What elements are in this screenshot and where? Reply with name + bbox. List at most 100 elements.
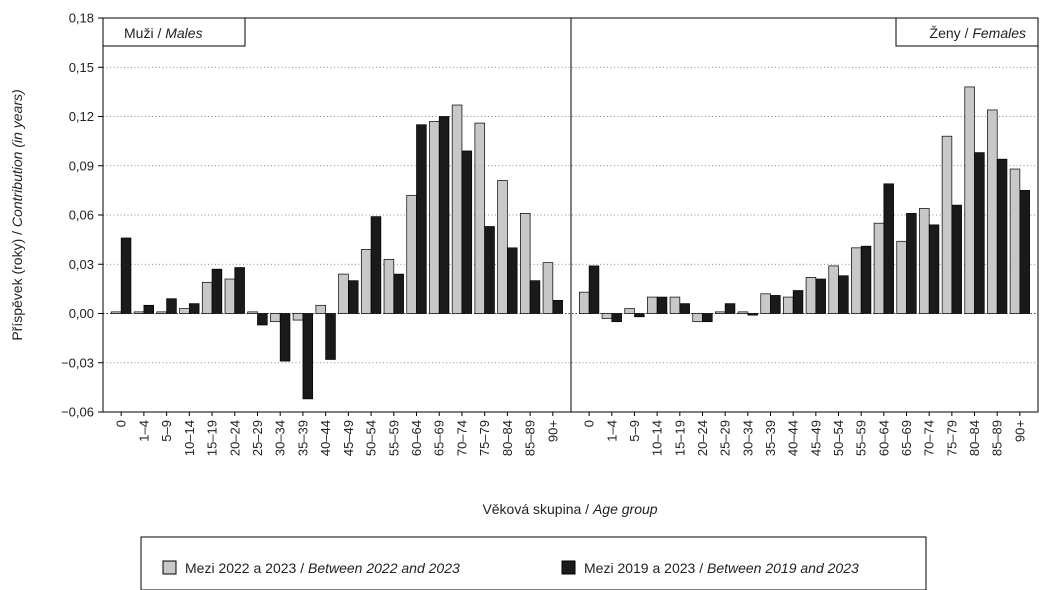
females-bar-2022-2023: [692, 313, 703, 323]
y-tick-label: 0,00: [69, 306, 94, 321]
females-bar-2019-2023: [679, 303, 690, 314]
x-tick-label: 30–34: [740, 420, 755, 456]
x-tick-label: 90+: [1012, 420, 1027, 442]
females-bar-2022-2023: [760, 293, 771, 314]
males-bar-2019-2023: [257, 313, 268, 326]
y-tick-label: 0,03: [69, 257, 94, 272]
svg-text:Ženy / Females: Ženy / Females: [930, 25, 1026, 41]
legend-swatch-2022: [162, 560, 177, 575]
x-tick-label: 85–89: [523, 420, 538, 456]
males-bar-2019-2023: [279, 313, 291, 362]
legend-label-2019: Mezi 2019 a 2023 / Between 2019 and 2023: [584, 560, 859, 576]
y-axis-ticks: −0,06 −0,03 0,00 0,03 0,06 0,09 0,12 0,15 0,18: [61, 11, 103, 420]
x-tick-label: 70–74: [454, 420, 469, 456]
females-bar-2022-2023: [783, 296, 794, 314]
females-bar-2019-2023: [838, 275, 849, 314]
males-bar-2022-2023: [292, 313, 304, 321]
males-bar-2019-2023: [211, 268, 223, 314]
x-tick-label: 75–79: [477, 420, 492, 456]
x-tick-label: 5–9: [627, 420, 642, 442]
legend: Mezi 2022 a 2023 / Between 2022 and 2023…: [140, 536, 927, 590]
females-bar-2019-2023: [951, 204, 962, 314]
females-bar-2022-2023: [828, 265, 839, 314]
males-bar-2019-2023: [416, 124, 427, 314]
x-tick-label: 45–49: [341, 420, 356, 456]
females-bar-2019-2023: [883, 183, 894, 314]
x-tick-label: 40–44: [318, 420, 333, 456]
males-bar-2019-2023: [166, 298, 177, 314]
x-axis-title: Věková skupina / Age group: [482, 501, 657, 517]
females-bar-2019-2023: [1019, 190, 1030, 314]
x-tick-label: 35–39: [763, 420, 778, 456]
x-tick-label: 15–19: [672, 420, 687, 456]
y-tick-label: 0,06: [69, 208, 94, 223]
females-bar-2022-2023: [896, 240, 907, 314]
males-bar-2019-2023: [188, 303, 200, 314]
females-bar-2019-2023: [724, 303, 736, 314]
x-tick-label: 65–69: [432, 420, 447, 456]
panel-label-females-box: Ženy / Females: [895, 17, 1039, 47]
males-bar-2022-2023: [315, 304, 326, 314]
males-bar-2022-2023: [111, 311, 122, 314]
svg-text:Muži / Males: Muži / Males: [124, 25, 203, 41]
males-bar-2022-2023: [201, 281, 213, 314]
males-bar-2022-2023: [429, 121, 440, 314]
x-tick-label: 1–4: [136, 420, 151, 442]
legend-label-2022: Mezi 2022 a 2023 / Between 2022 and 2023: [185, 560, 460, 576]
females-bar-2019-2023: [588, 265, 600, 314]
x-tick-label: 30–34: [273, 420, 288, 456]
x-tick-label: 40–44: [786, 420, 801, 456]
females-bar-2019-2023: [702, 313, 713, 323]
panel-label-females: Ženy /: [930, 25, 973, 41]
females-bar-2022-2023: [1009, 168, 1021, 314]
females-bar-2022-2023: [579, 291, 590, 314]
x-tick-label: 60–64: [876, 420, 891, 456]
males-bar-2022-2023: [338, 273, 349, 314]
males-bar-2022-2023: [383, 258, 395, 314]
x-tick-label: 0: [582, 420, 597, 427]
males-bar-2022-2023: [224, 278, 236, 314]
females-bar-2019-2023: [974, 152, 985, 314]
females-bar-2022-2023: [964, 86, 975, 314]
females-bar-2019-2023: [656, 296, 668, 314]
x-tick-label: 55–59: [386, 420, 401, 456]
panel-label-males-box: Muži / Males: [102, 17, 246, 47]
females-bar-2022-2023: [851, 247, 862, 314]
females-bar-2022-2023: [715, 311, 726, 314]
males-bar-2022-2023: [519, 213, 531, 314]
males-bar-2019-2023: [484, 226, 495, 314]
y-tick-label: 0,18: [69, 11, 94, 26]
males-bar-2019-2023: [529, 280, 541, 314]
x-tick-label: 0: [114, 420, 129, 427]
x-tick-label: 80–84: [967, 420, 982, 456]
legend-box: [140, 536, 927, 590]
legend-swatch-2019: [561, 560, 576, 575]
males-bar-2019-2023: [120, 237, 132, 314]
x-tick-label: 85–89: [990, 420, 1005, 456]
females-bar-2022-2023: [941, 135, 953, 314]
males-bar-2022-2023: [451, 104, 463, 314]
x-tick-label: 25–29: [718, 420, 733, 456]
females-bar-2022-2023: [919, 208, 930, 314]
x-tick-label: 1–4: [604, 420, 619, 442]
x-tick-label: 35–39: [295, 420, 310, 456]
females-bar-2019-2023: [634, 313, 645, 318]
males-bar-2022-2023: [247, 311, 258, 314]
females-bar-2022-2023: [805, 277, 817, 314]
females-bar-2019-2023: [928, 224, 940, 314]
males-bar-2022-2023: [360, 249, 372, 314]
females-bar-2022-2023: [601, 313, 613, 319]
x-tick-label: 15–19: [205, 420, 220, 456]
females-bar-2022-2023: [669, 296, 681, 314]
panel-label-males: Muži /: [124, 25, 165, 41]
x-tick-label: 20–24: [227, 420, 242, 456]
x-tick-label: 5–9: [159, 420, 174, 442]
y-tick-label: −0,03: [61, 355, 94, 370]
males-bar-2019-2023: [507, 247, 518, 314]
females-bar-2019-2023: [860, 245, 872, 314]
x-tick-label: 70–74: [922, 420, 937, 456]
males-bar-2019-2023: [348, 280, 359, 314]
x-tick-label: 55–59: [854, 420, 869, 456]
males-bar-2019-2023: [302, 313, 314, 400]
